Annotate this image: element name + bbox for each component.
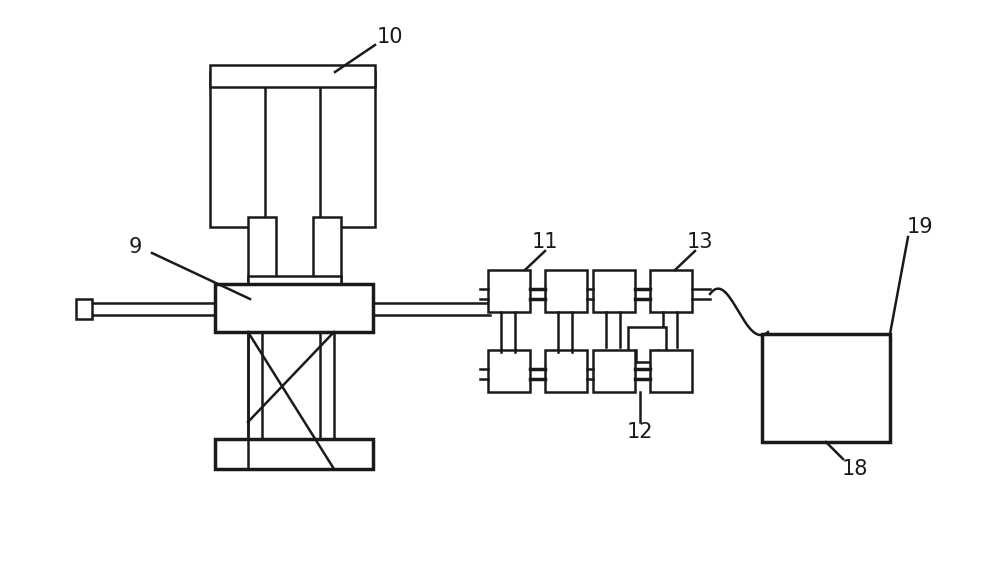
Bar: [215, 284, 373, 332]
Bar: [628, 327, 666, 362]
Bar: [320, 72, 375, 227]
Bar: [210, 65, 375, 87]
Bar: [545, 350, 587, 392]
Bar: [210, 72, 265, 227]
Text: 9: 9: [128, 237, 142, 257]
Bar: [488, 270, 530, 312]
Bar: [215, 439, 373, 469]
Bar: [313, 217, 341, 282]
Bar: [593, 270, 635, 312]
Text: 10: 10: [377, 27, 403, 47]
Bar: [248, 217, 276, 282]
Bar: [545, 270, 587, 312]
Bar: [650, 270, 692, 312]
Bar: [248, 276, 341, 294]
Bar: [76, 299, 92, 319]
Text: 18: 18: [842, 459, 868, 479]
Bar: [650, 350, 692, 392]
Bar: [488, 350, 530, 392]
Bar: [593, 350, 635, 392]
Bar: [762, 334, 890, 442]
Text: 11: 11: [532, 232, 558, 252]
Text: 12: 12: [627, 422, 653, 442]
Text: 13: 13: [687, 232, 713, 252]
Text: 19: 19: [907, 217, 933, 237]
